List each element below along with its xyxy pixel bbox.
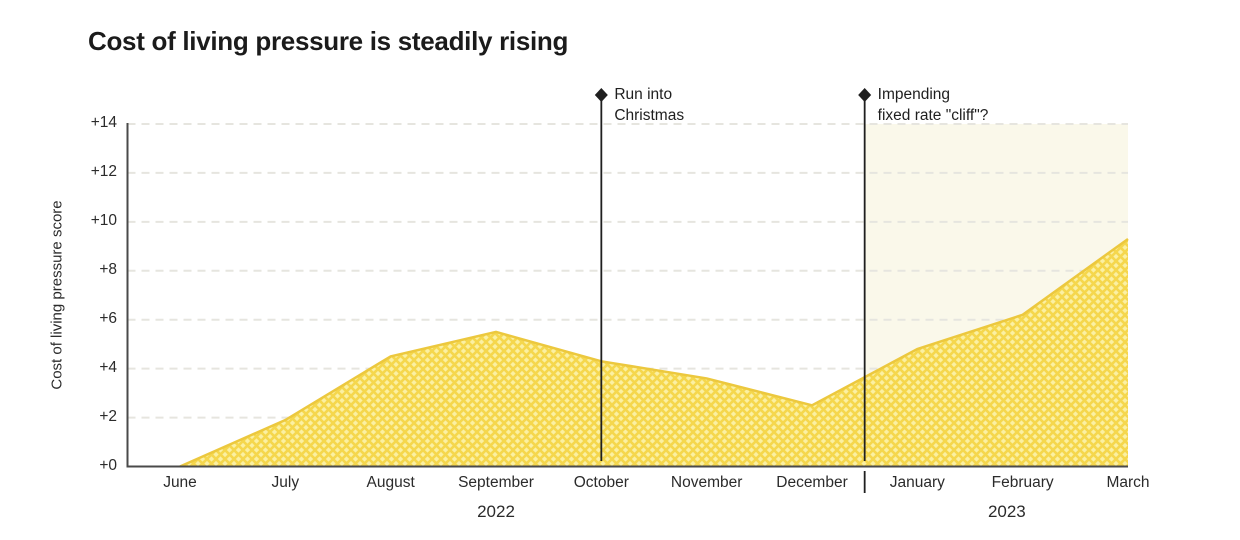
annotation-label: Impending fixed rate "cliff"? xyxy=(878,84,989,126)
y-tick-label: +2 xyxy=(99,407,117,425)
annotation-marker-diamond-icon xyxy=(594,88,608,102)
y-tick-label: +8 xyxy=(99,260,117,278)
annotation-label-line: Impending xyxy=(877,86,951,103)
y-tick-label: +0 xyxy=(99,456,117,474)
y-tick-label: +6 xyxy=(99,309,117,327)
annotation-label-line: fixed rate "cliff"? xyxy=(877,107,989,124)
x-tick-label: November xyxy=(670,474,743,491)
annotation-label-line: Christmas xyxy=(614,107,685,124)
x-tick-label: January xyxy=(889,474,945,491)
x-tick-label: March xyxy=(1106,474,1150,491)
x-tick-label: September xyxy=(458,474,534,491)
x-tick-label: February xyxy=(991,474,1054,491)
x-tick-label: December xyxy=(776,474,848,491)
year-label: 2022 xyxy=(477,502,515,521)
x-tick-label: June xyxy=(163,474,197,491)
x-tick-label: October xyxy=(573,474,629,491)
area-edge-line xyxy=(179,237,1129,468)
chart-title: Cost of living pressure is steadily risi… xyxy=(88,26,569,56)
annotation-label: Run into Christmas xyxy=(614,84,684,126)
area-series xyxy=(180,238,1128,467)
annotation-marker-diamond-icon xyxy=(858,88,872,102)
x-tick-label: July xyxy=(271,474,300,491)
y-tick-label: +10 xyxy=(90,211,117,229)
y-tick-label: +14 xyxy=(90,114,117,131)
x-tick-label: August xyxy=(366,474,415,491)
annotation-label-line: Run into xyxy=(614,86,673,103)
year-label: 2023 xyxy=(987,502,1026,521)
y-tick-label: +12 xyxy=(90,162,117,180)
y-tick-label: +4 xyxy=(99,358,117,376)
